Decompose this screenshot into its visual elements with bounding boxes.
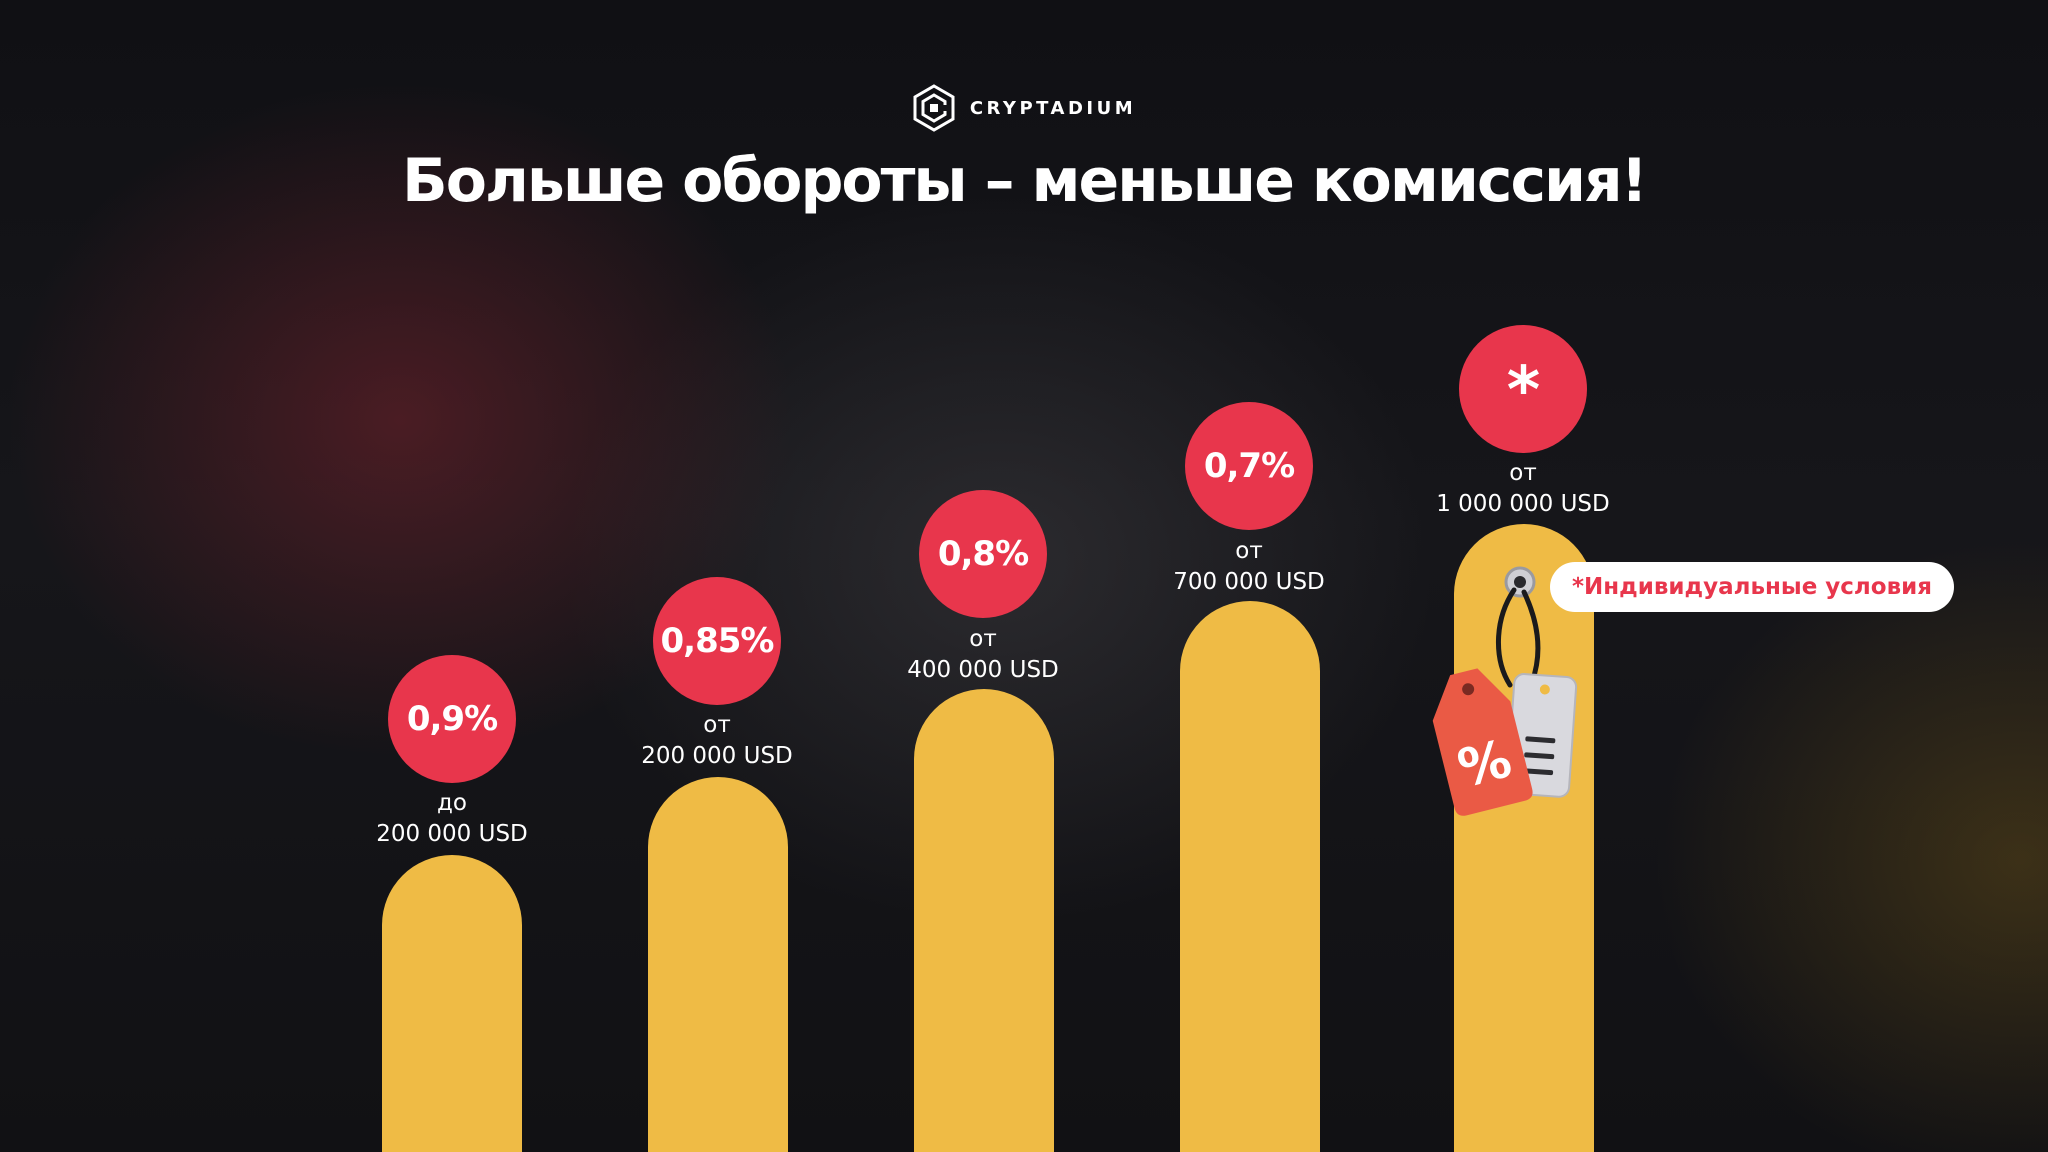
tier-3-prefix: от (969, 626, 997, 652)
tier-3-amount: 400 000 USD (907, 657, 1059, 683)
brand-logo: CRYPTADIUM (0, 84, 2048, 132)
tier-5-amount: 1 000 000 USD (1436, 491, 1610, 517)
tier-4-rate-badge: 0,7% (1185, 402, 1313, 530)
price-tag-percent-icon: % (1432, 566, 1578, 816)
tier-2-amount: 200 000 USD (641, 743, 793, 769)
tier-5-bar (1454, 524, 1594, 1152)
tier-2-rate-badge: 0,85% (653, 577, 781, 705)
tier-4-prefix: от (1235, 538, 1263, 564)
tier-5-rate-badge: * (1459, 325, 1587, 453)
tier-2-caption: от 200 000 USD (587, 710, 847, 772)
page-title: Больше обороты – меньше комиссия! (402, 146, 1648, 216)
tier-4-amount: 700 000 USD (1173, 569, 1325, 595)
tier-1-rate-badge: 0,9% (388, 655, 516, 783)
tier-2-prefix: от (703, 712, 731, 738)
tier-4-caption: от 700 000 USD (1119, 536, 1379, 598)
tier-3-bar (914, 689, 1054, 1152)
tier-5-caption: от 1 000 000 USD (1393, 458, 1653, 520)
tier-4-bar (1180, 601, 1320, 1152)
individual-conditions-note: *Индивидуальные условия (1550, 562, 1955, 612)
tier-5-prefix: от (1509, 460, 1537, 486)
cryptadium-hexagon-logo-icon (913, 84, 955, 132)
brand-name: CRYPTADIUM (969, 97, 1137, 119)
tier-3-caption: от 400 000 USD (853, 624, 1113, 686)
tier-1-amount: 200 000 USD (376, 821, 528, 847)
tier-1-caption: до 200 000 USD (322, 788, 582, 850)
tier-3-rate-badge: 0,8% (919, 490, 1047, 618)
tier-1-bar (382, 855, 522, 1152)
tier-1-prefix: до (437, 790, 467, 816)
tier-2-bar (648, 777, 788, 1152)
